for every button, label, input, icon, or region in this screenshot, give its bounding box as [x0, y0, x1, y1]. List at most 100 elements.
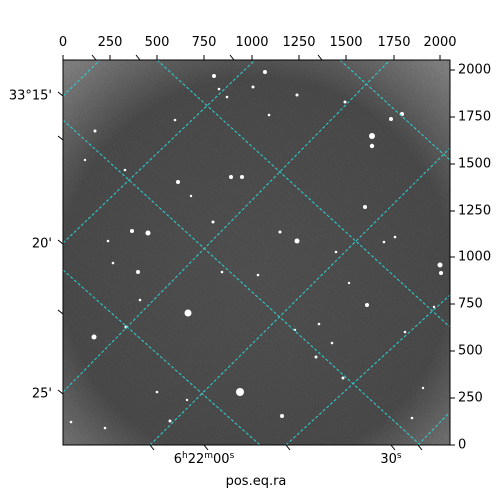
star [363, 205, 367, 209]
star [369, 143, 375, 149]
x-axis-label: pos.eq.ra [225, 474, 287, 489]
x-tick-top: 1000 [235, 35, 269, 50]
x-tick-top: 1750 [377, 35, 411, 50]
ra-minutes-unit: m [204, 451, 214, 461]
y-tick-right: 1000 [458, 249, 492, 265]
y-tick-right: 500 [458, 343, 483, 359]
star [410, 416, 414, 420]
grid-line [63, 269, 261, 445]
star [421, 386, 425, 390]
star [168, 419, 172, 423]
star [393, 235, 397, 239]
star [185, 398, 189, 402]
ra-seconds: 30 [380, 452, 397, 467]
star [176, 180, 180, 184]
star [403, 330, 407, 334]
dec-tick-left: 25' [31, 386, 52, 402]
star [267, 113, 271, 117]
grid-line [63, 60, 391, 393]
ra-minutes: 22 [187, 452, 205, 467]
plot-frame [62, 59, 451, 446]
tick-mark [317, 54, 323, 61]
star [130, 229, 134, 233]
tick-mark [285, 444, 291, 451]
tick-mark [57, 309, 64, 315]
star [439, 271, 443, 275]
y-tick-right: 1250 [458, 203, 492, 219]
star [225, 95, 229, 99]
tick-mark [229, 54, 235, 61]
star [365, 303, 369, 307]
star [69, 420, 73, 424]
star [212, 74, 216, 78]
y-tick-right: 1750 [458, 109, 492, 125]
grid-line [156, 60, 450, 328]
star [240, 175, 244, 179]
star [138, 298, 142, 302]
star [389, 117, 393, 121]
x-tick-top: 2000 [423, 35, 457, 50]
star [330, 341, 334, 345]
star [278, 230, 282, 234]
grid-line [63, 119, 422, 445]
x-tick-top: 1250 [282, 35, 316, 50]
star [103, 426, 107, 430]
ra-tick-bottom: 6h22m00s [173, 451, 235, 467]
star [314, 355, 318, 359]
x-tick-top: 750 [191, 35, 217, 50]
ra-seconds-unit: s [396, 451, 402, 461]
tick-mark [135, 54, 141, 61]
star [382, 240, 386, 244]
star [220, 270, 224, 274]
star [136, 270, 140, 274]
star [211, 220, 215, 224]
star [317, 322, 321, 326]
star [347, 281, 351, 285]
x-tick-top: 250 [97, 35, 123, 50]
tick-mark [57, 239, 64, 245]
star [173, 118, 177, 122]
star [229, 175, 233, 179]
star [111, 261, 115, 265]
star [91, 334, 97, 340]
star [83, 158, 87, 162]
star [432, 305, 436, 309]
grid-line [149, 147, 450, 445]
tick-mark [390, 444, 396, 451]
dec-tick-left: 33°15' [8, 88, 52, 104]
star [251, 85, 255, 89]
tick-mark [149, 444, 155, 451]
tick-mark [57, 91, 64, 97]
star [369, 133, 375, 139]
tick-mark [57, 135, 64, 141]
x-tick-top: 0 [58, 35, 68, 50]
star [334, 250, 338, 254]
ra-hours: 6 [173, 452, 182, 467]
star [93, 129, 97, 133]
tick-mark [417, 444, 423, 451]
star [189, 194, 193, 198]
star [145, 230, 151, 236]
x-tick-top: 1500 [329, 35, 363, 50]
grid-line [285, 294, 450, 445]
y-tick-right: 2000 [458, 62, 492, 78]
ra-hours-unit: h [181, 451, 188, 461]
star [343, 100, 347, 104]
stars [69, 70, 443, 430]
ra-tick-bottom: 30s [380, 451, 402, 467]
coordinate-grid [63, 60, 450, 445]
star [217, 87, 221, 91]
ra-seconds: 00 [213, 452, 230, 467]
tick-mark [57, 389, 64, 395]
star [341, 376, 345, 380]
dec-tick-left: 20' [31, 236, 52, 252]
grid-line [63, 60, 256, 244]
x-tick-top: 500 [144, 35, 170, 50]
tick-mark [203, 444, 209, 451]
ra-seconds-unit: s [229, 451, 235, 461]
axis-ticks [57, 54, 455, 451]
star [280, 414, 284, 418]
y-tick-right: 1500 [458, 156, 492, 172]
y-tick-right: 250 [458, 390, 483, 406]
